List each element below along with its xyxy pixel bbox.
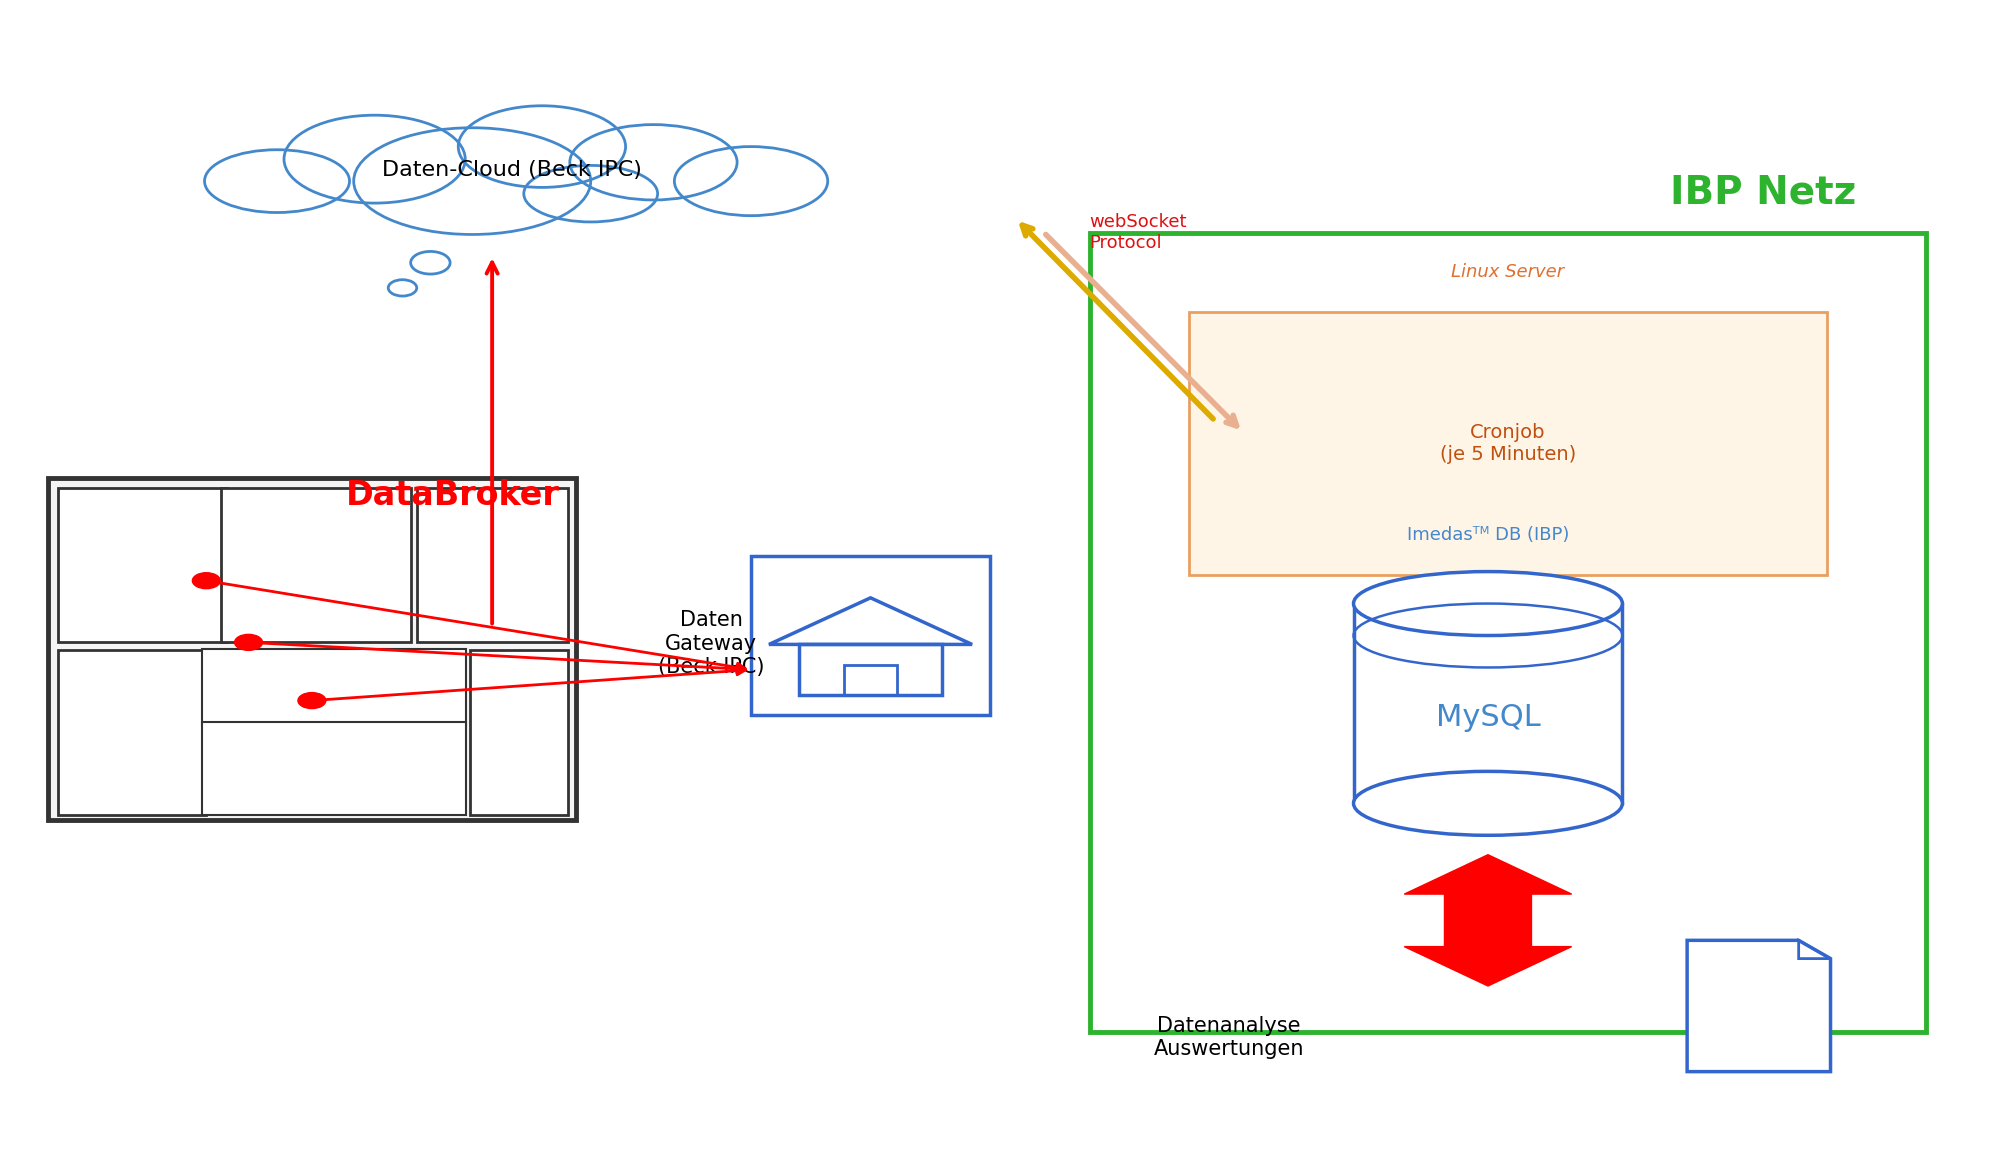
FancyBboxPatch shape — [48, 478, 576, 820]
Ellipse shape — [1354, 772, 1622, 835]
Text: IBP Netz: IBP Netz — [1670, 174, 1856, 212]
FancyBboxPatch shape — [1190, 313, 1826, 575]
FancyBboxPatch shape — [202, 650, 466, 724]
Ellipse shape — [570, 124, 738, 200]
Text: MySQL: MySQL — [1436, 703, 1540, 733]
Polygon shape — [1404, 581, 1572, 654]
Ellipse shape — [1354, 572, 1622, 636]
Circle shape — [388, 279, 416, 296]
Text: Imedasᵀᴹ DB (IBP): Imedasᵀᴹ DB (IBP) — [1406, 526, 1570, 544]
Polygon shape — [1404, 854, 1572, 986]
Text: Linux Server: Linux Server — [1452, 263, 1564, 282]
FancyBboxPatch shape — [200, 178, 744, 238]
Circle shape — [410, 252, 450, 274]
FancyBboxPatch shape — [418, 489, 568, 643]
Text: Cronjob
(je 5 Minuten): Cronjob (je 5 Minuten) — [1440, 423, 1576, 465]
Ellipse shape — [354, 128, 590, 235]
Polygon shape — [1688, 941, 1830, 1072]
Ellipse shape — [204, 150, 350, 213]
Text: Daten-Cloud (Beck IPC): Daten-Cloud (Beck IPC) — [382, 160, 642, 179]
Text: Daten
Gateway
(Beck IPC): Daten Gateway (Beck IPC) — [658, 611, 764, 676]
FancyBboxPatch shape — [220, 489, 410, 643]
Text: DataBroker: DataBroker — [346, 478, 560, 512]
Text: Datenanalyse
Auswertungen: Datenanalyse Auswertungen — [1154, 1015, 1304, 1059]
FancyBboxPatch shape — [202, 722, 466, 814]
FancyBboxPatch shape — [58, 651, 206, 814]
Circle shape — [234, 635, 262, 651]
Ellipse shape — [524, 166, 658, 222]
FancyBboxPatch shape — [58, 489, 226, 643]
Ellipse shape — [458, 106, 626, 187]
Ellipse shape — [674, 146, 828, 216]
FancyBboxPatch shape — [1354, 604, 1622, 804]
FancyBboxPatch shape — [470, 651, 568, 814]
Circle shape — [298, 692, 326, 708]
FancyBboxPatch shape — [1090, 232, 1926, 1032]
Ellipse shape — [284, 115, 466, 204]
Text: webSocket
Protocol: webSocket Protocol — [1090, 213, 1188, 252]
Circle shape — [192, 573, 220, 589]
FancyBboxPatch shape — [752, 555, 990, 715]
